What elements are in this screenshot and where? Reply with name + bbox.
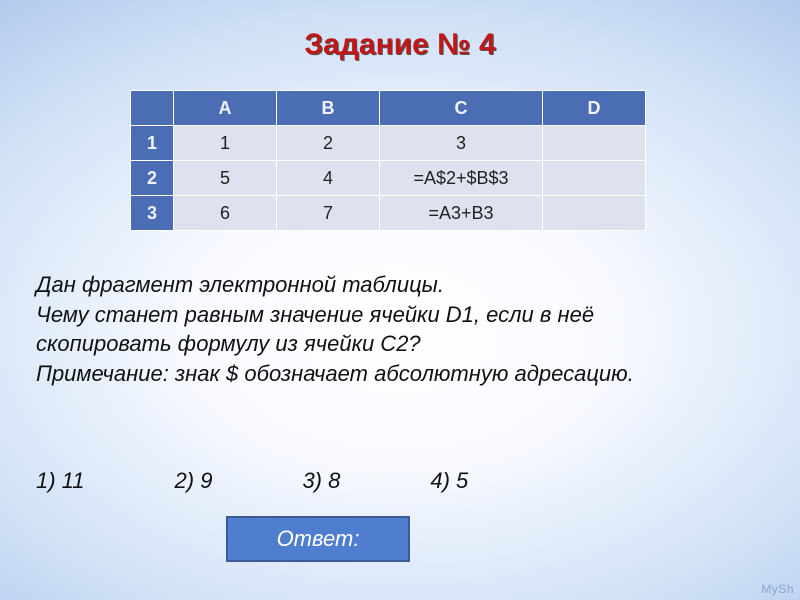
row-head-3: 3 [131, 196, 174, 231]
col-head-d: D [543, 91, 646, 126]
cell-d1 [543, 126, 646, 161]
option-3: 3) 8 [302, 468, 340, 494]
cell-a3: 6 [174, 196, 277, 231]
watermark: MySh [761, 582, 794, 596]
question-line: Чему станет равным значение ячейки D1, е… [36, 302, 594, 327]
table-row: 2 5 4 =A$2+$B$3 [131, 161, 646, 196]
question-line: Дан фрагмент электронной таблицы. [36, 272, 444, 297]
cell-d3 [543, 196, 646, 231]
cell-b3: 7 [277, 196, 380, 231]
spreadsheet-table: A B C D 1 1 2 3 2 5 4 =A$2+$B$3 3 6 7 =A… [130, 90, 646, 231]
cell-d2 [543, 161, 646, 196]
cell-b1: 2 [277, 126, 380, 161]
option-2: 2) 9 [175, 468, 213, 494]
col-head-b: B [277, 91, 380, 126]
table-row: 1 1 2 3 [131, 126, 646, 161]
col-head-a: A [174, 91, 277, 126]
answer-box: Ответ: [226, 516, 410, 562]
table-header-row: A B C D [131, 91, 646, 126]
answer-options: 1) 11 2) 9 3) 8 4) 5 [36, 468, 764, 494]
cell-c1: 3 [380, 126, 543, 161]
question-line: Примечание: знак $ обозначает абсолютную… [36, 361, 634, 386]
table-row: 3 6 7 =A3+B3 [131, 196, 646, 231]
corner-cell [131, 91, 174, 126]
cell-c2: =A$2+$B$3 [380, 161, 543, 196]
cell-b2: 4 [277, 161, 380, 196]
cell-c3: =A3+B3 [380, 196, 543, 231]
row-head-2: 2 [131, 161, 174, 196]
option-4: 4) 5 [430, 468, 468, 494]
col-head-c: C [380, 91, 543, 126]
page-title: Задание № 4 [0, 28, 800, 62]
option-1: 1) 11 [36, 468, 85, 494]
cell-a1: 1 [174, 126, 277, 161]
row-head-1: 1 [131, 126, 174, 161]
question-line: скопировать формулу из ячейки С2? [36, 331, 421, 356]
cell-a2: 5 [174, 161, 277, 196]
question-text: Дан фрагмент электронной таблицы. Чему с… [36, 270, 764, 389]
